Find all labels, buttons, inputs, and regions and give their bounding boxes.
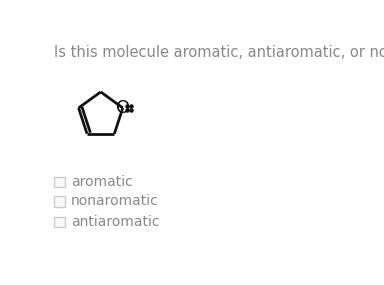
Bar [54, 177, 65, 188]
Text: Is this molecule aromatic, antiaromatic, or nonaromatic?: Is this molecule aromatic, antiaromatic,… [54, 45, 384, 60]
Bar [54, 196, 65, 207]
Bar [54, 217, 65, 227]
Text: aromatic: aromatic [71, 175, 133, 189]
Text: antiaromatic: antiaromatic [71, 215, 160, 229]
Text: nonaromatic: nonaromatic [71, 194, 159, 208]
Text: O: O [116, 99, 130, 117]
